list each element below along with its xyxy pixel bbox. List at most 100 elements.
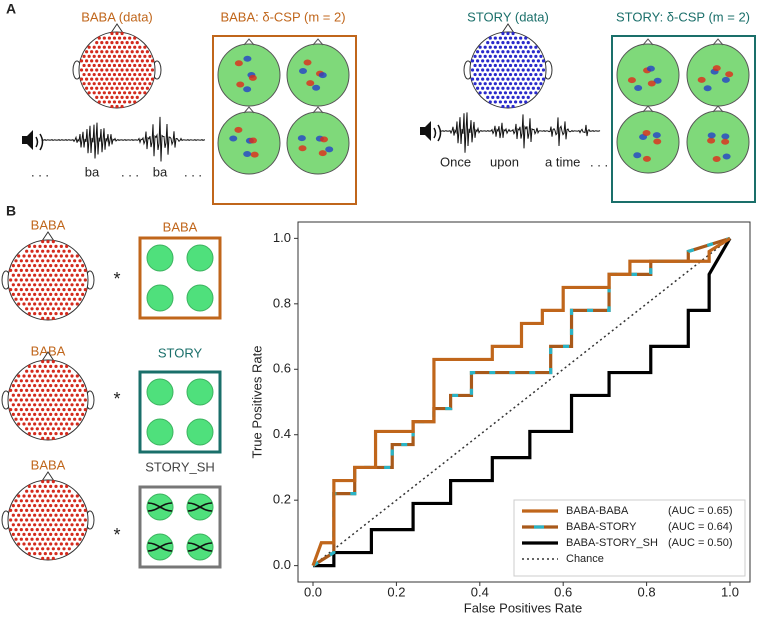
electrode [496,59,500,63]
electrode [14,537,18,541]
filter-title: STORY_SH [145,459,215,474]
electrode [531,77,535,81]
electrode [41,528,45,532]
electrode [59,504,63,508]
waveform [439,112,601,153]
electrode [49,403,53,407]
electrode [478,45,482,49]
electrode [92,54,96,58]
electrode [75,384,79,388]
electrode [59,393,63,397]
electrode [85,68,89,72]
electrode [95,68,99,72]
electrode [33,504,37,508]
electrode [488,63,492,68]
electrode [65,273,69,277]
electrode [125,50,129,54]
electrode [43,552,47,556]
electrode [27,422,31,426]
electrode [521,68,525,72]
x-axis-label: False Positives Rate [464,600,583,615]
electrode [138,82,142,86]
electrode [514,72,518,77]
electrode [115,41,119,45]
electrode [135,95,139,99]
electrode [62,398,66,402]
electrode [54,264,58,268]
electrode [506,41,510,45]
electrode [75,264,79,268]
electrode [78,398,82,402]
electrode [82,54,86,58]
electrode [97,63,101,68]
electrode [30,547,34,551]
electrode [51,360,55,364]
electrode [75,532,79,537]
electrode [41,268,45,272]
blob [721,133,730,140]
electrode [62,268,66,272]
electrode [41,408,45,412]
blob [297,135,306,142]
electrode [51,499,55,503]
electrode [75,494,79,498]
electrode [62,499,66,503]
electrode [62,307,66,311]
electrode [508,82,513,86]
electrode [514,36,518,40]
electrode [27,432,31,436]
electrode [508,91,513,95]
electrode [62,388,66,392]
electrode [51,556,55,561]
electrode [539,63,543,68]
electrode [43,484,47,488]
blob [725,71,734,78]
electrode [38,312,42,316]
electrode [534,72,538,77]
electrode [17,374,21,378]
electrode [107,45,111,49]
electrode [57,249,61,253]
electrode [529,63,533,68]
electrode [46,259,50,263]
electrode [11,292,15,296]
electrode [25,427,29,431]
electrode [79,77,84,81]
electrode [488,36,492,40]
electrode [102,72,106,77]
electrode [41,436,45,440]
electrode [524,54,528,58]
electrode [51,547,55,551]
electrode [65,504,69,508]
electrode [498,100,502,104]
electrode [143,54,147,58]
electrode [138,72,142,77]
electrode [516,59,520,63]
electrode [115,31,119,36]
electrode [46,417,50,421]
electrode [30,408,34,412]
electrode [145,86,149,90]
electrode [473,72,477,77]
electrode [501,86,505,90]
electrode [57,369,61,373]
electrode [49,264,53,268]
head-title: BABA (data) [81,9,153,24]
nose [642,38,654,46]
electrode [17,302,21,306]
electrode [25,288,29,292]
electrode [130,68,134,72]
electrode [41,489,45,493]
electrode [59,264,63,268]
electrode [541,59,546,63]
electrode [43,513,47,517]
electrode [33,403,37,407]
electrode [516,86,520,90]
electrode [498,54,502,58]
electrode [33,523,37,527]
electrode [470,68,475,72]
electrode [107,82,111,86]
electrode [14,408,18,412]
electrode [491,77,495,81]
blob [642,155,651,162]
